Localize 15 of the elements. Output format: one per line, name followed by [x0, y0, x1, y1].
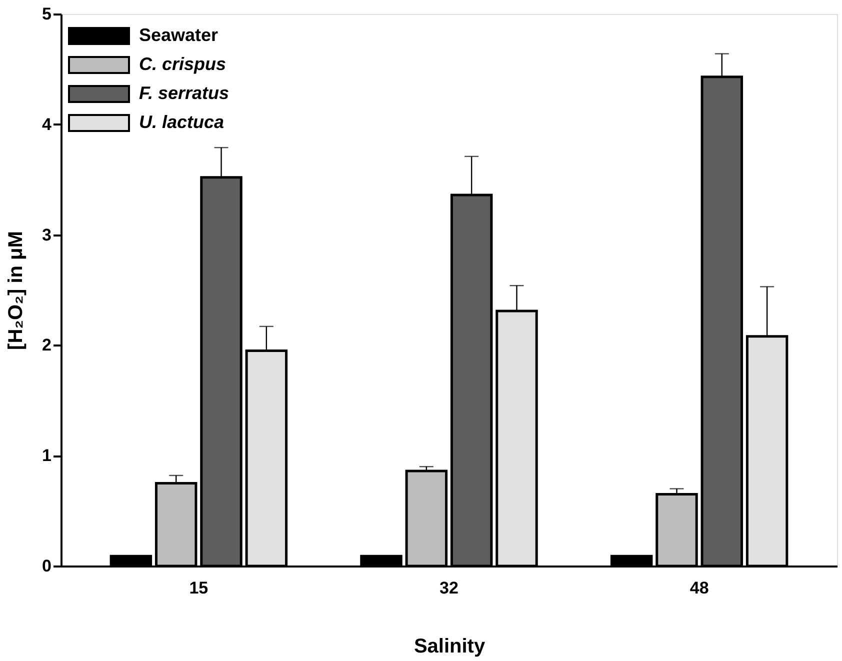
- y-tick-label: 0: [42, 556, 52, 576]
- y-tick-label: 4: [42, 114, 52, 134]
- legend-label: Seawater: [139, 25, 218, 45]
- x-axis-title: Salinity: [414, 636, 486, 658]
- y-axis-title: [H₂O₂] in μM: [5, 231, 28, 350]
- x-tick-label: 48: [690, 578, 709, 598]
- x-tick-label: 15: [189, 578, 208, 598]
- y-tick-label: 3: [42, 225, 52, 244]
- legend-label: U. lactuca: [139, 112, 224, 132]
- legend-label: C. crispus: [139, 54, 226, 74]
- y-tick-label: 5: [42, 4, 52, 24]
- y-tick-label: 1: [42, 446, 52, 466]
- y-tick-label: 2: [42, 336, 52, 355]
- legend-label: F. serratus: [139, 83, 230, 103]
- x-tick-label: 32: [440, 578, 458, 598]
